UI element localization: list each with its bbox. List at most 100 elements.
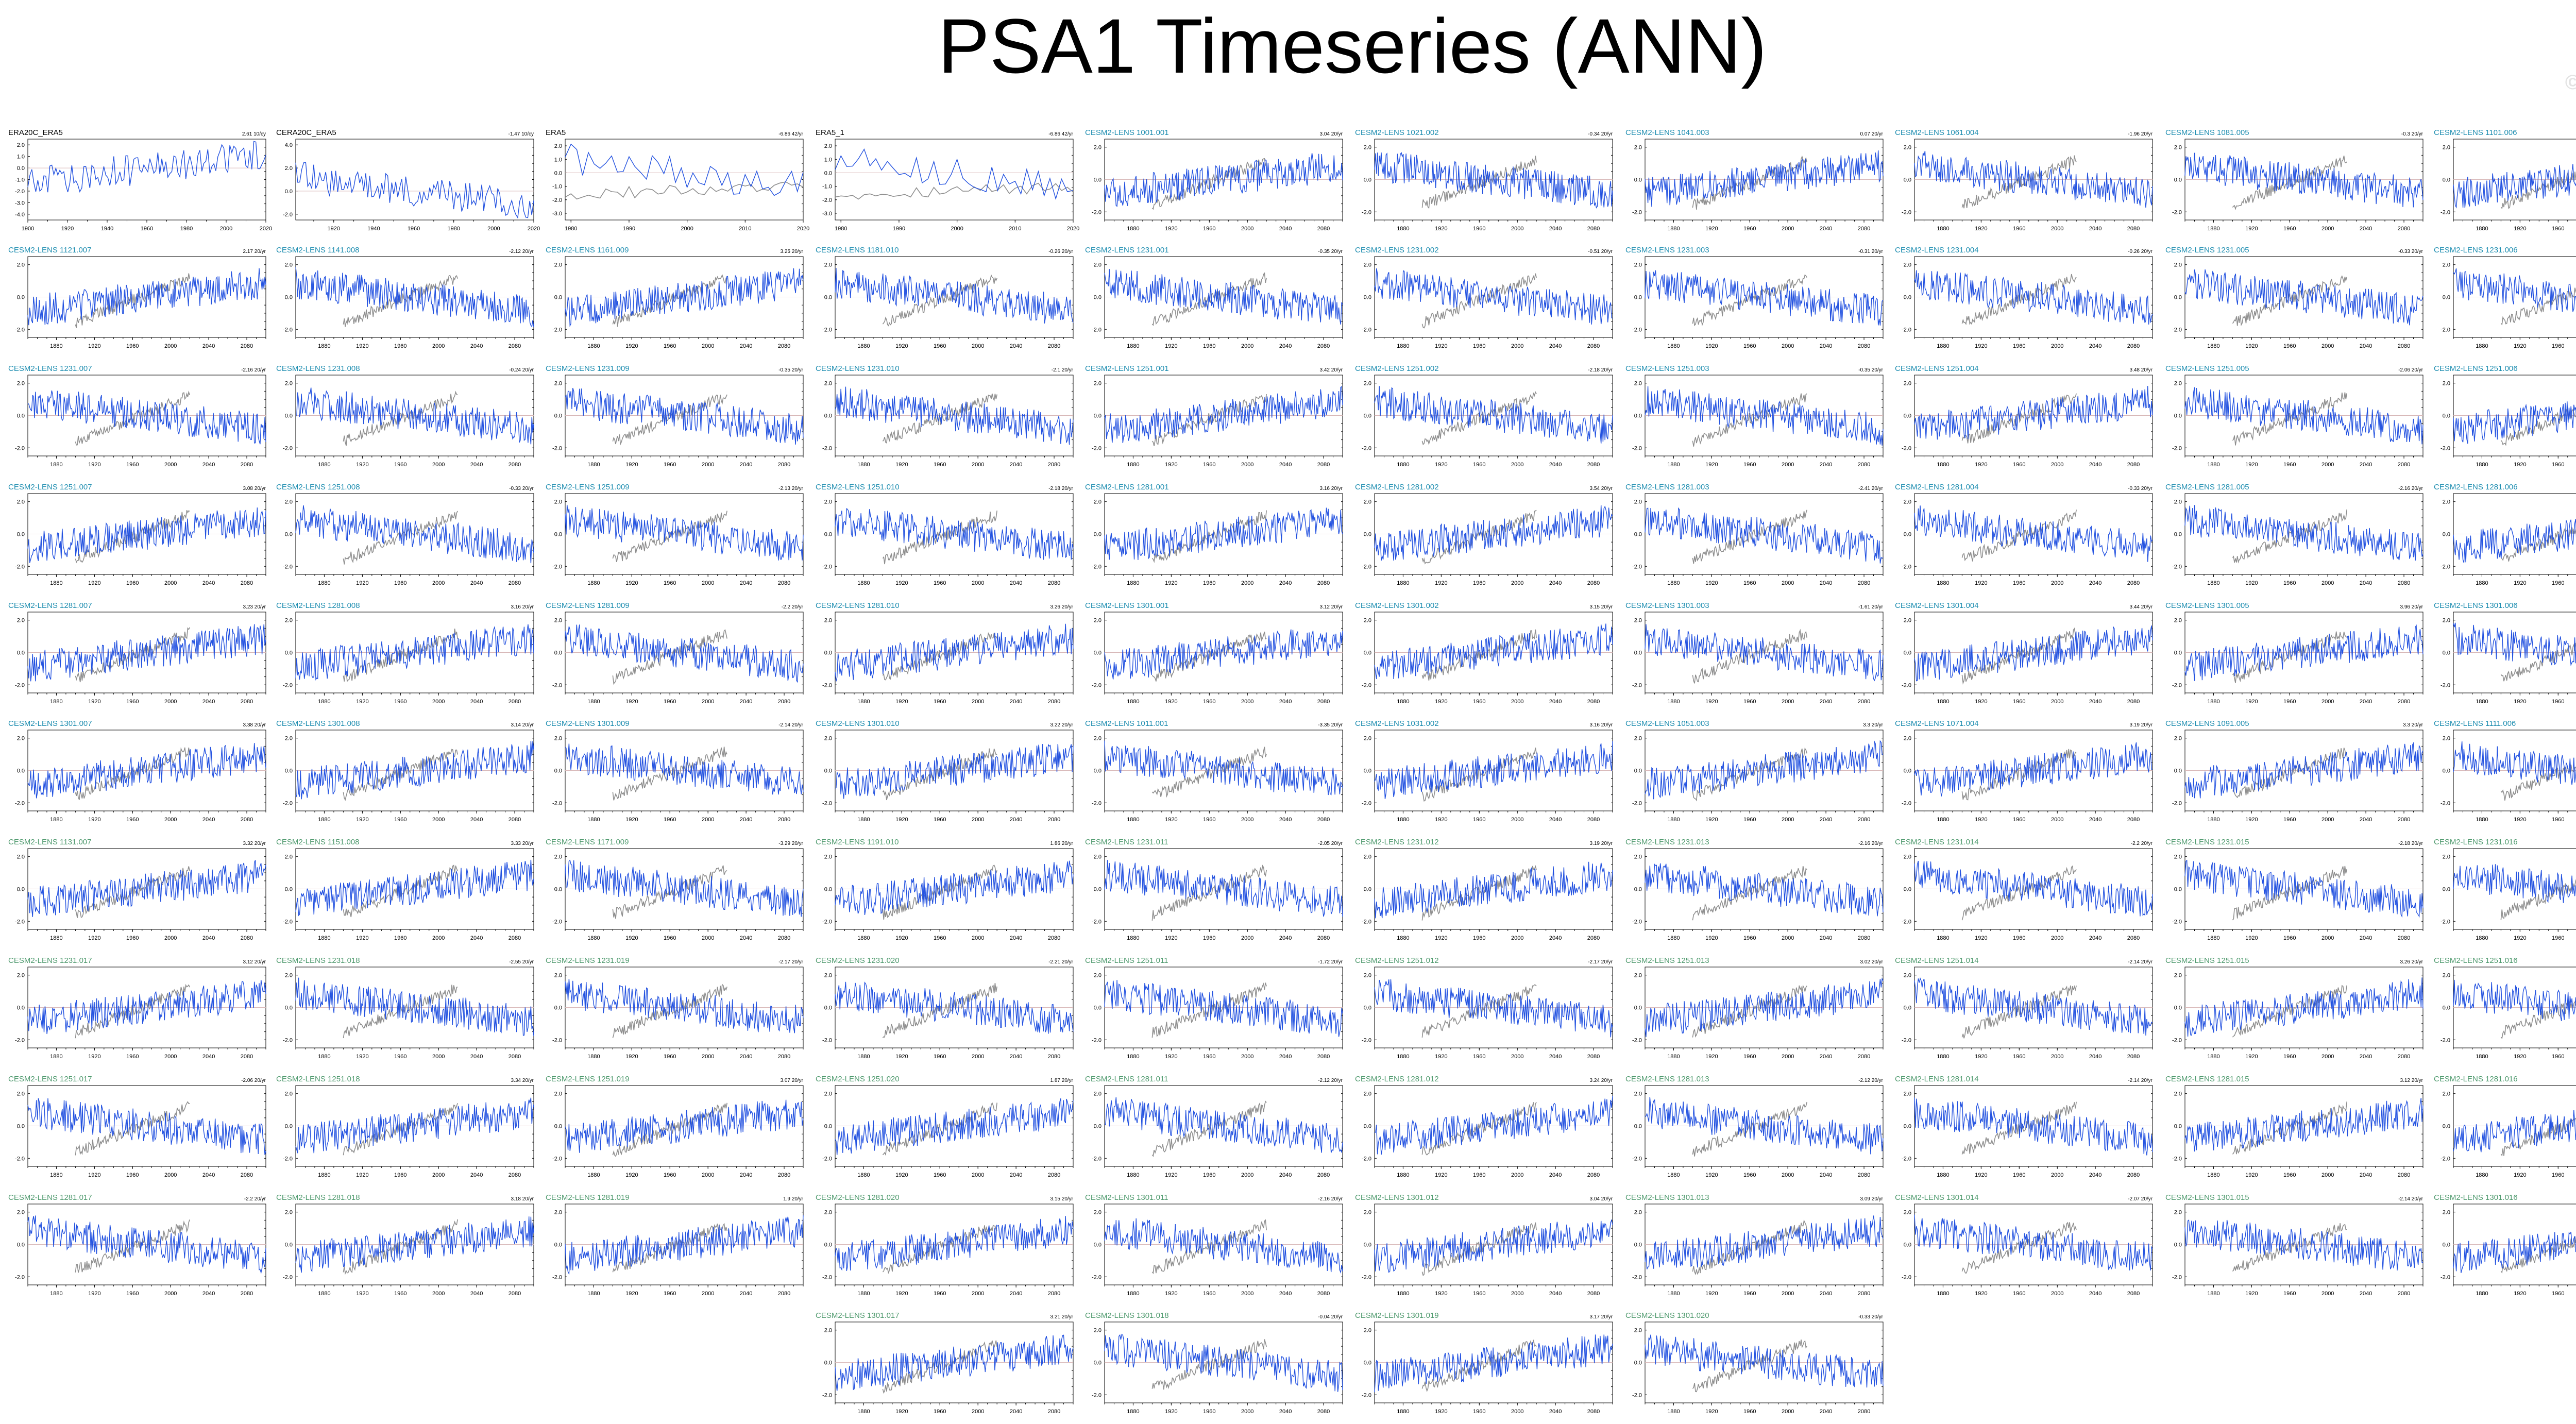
x-tick-label: 1960 [1743,935,1756,941]
x-tick-label: 1920 [1975,226,1987,232]
x-tick-label: 2000 [1511,226,1523,232]
obs-series-line [612,394,727,446]
panel-trend-label: 3.16 20/yr [1590,722,1613,728]
y-tick-label: 2.0 [1904,973,1911,979]
x-tick-label: 2000 [1241,343,1253,349]
panel-title: CESM2-LENS 1281.006 [2434,483,2518,491]
y-tick-label: 2.0 [1634,854,1642,860]
x-tick-label: 2000 [164,462,177,468]
x-tick-label: 2040 [1820,462,1832,468]
y-tick-label: 2.0 [1094,262,1101,268]
y-tick-label: -2.0 [822,445,832,451]
x-tick-label: 2000 [702,1054,714,1060]
panel-chart: CESM2-LENS 1251.011 -1.72 20/yr 2.0 0.0 -2.0… [1085,956,1343,1060]
model-series-line [1914,505,2153,562]
x-tick-label: 1880 [1937,1054,1949,1060]
y-tick-label: -2.0 [552,1037,562,1043]
x-tick-label: 1880 [2207,226,2219,232]
y-tick-label: -2.0 [1902,564,1911,570]
obs-series-line [2500,287,2576,326]
x-tick-label: 1880 [318,580,330,586]
y-tick-label: -2.0 [2172,919,2182,925]
y-tick-label: -2.0 [552,445,562,451]
y-tick-label: -2.0 [283,327,293,333]
y-tick-label: 0.0 [1634,295,1642,301]
x-tick-label: 1920 [625,343,638,349]
x-tick-label: 2080 [2127,226,2140,232]
x-tick-label: 1960 [394,935,406,941]
x-tick-label: 1980 [180,226,193,232]
timeseries-panel: CESM2-LENS 1131.007 3.32 20/yr 2.0 0.0 -2.0 1… [6,837,269,948]
panel-title: CESM2-LENS 1301.007 [8,719,92,728]
x-tick-label: 2040 [740,1054,752,1060]
y-tick-label: 2.0 [17,854,25,860]
x-tick-label: 2000 [1782,935,1794,941]
y-tick-label: 0.0 [2174,177,2182,183]
panel-trend-label: -2.18 20/yr [1048,486,1073,491]
x-tick-label: 2080 [509,1054,521,1060]
obs-series-line [1421,748,1537,802]
x-tick-label: 2040 [2089,1054,2102,1060]
timeseries-panel: CERA20C_ERA5 -1.47 10/cy 4.0 2.0 0.0 -2.0 1920… [274,128,540,239]
y-tick-label: 2.0 [2174,499,2182,505]
y-tick-label: 2.0 [17,142,25,148]
x-tick-label: 1960 [2013,226,2025,232]
x-tick-label: 2040 [2360,1054,2372,1060]
panel-trend-label: -2.1 20/yr [1052,367,1074,373]
y-tick-label: 2.0 [554,381,562,387]
y-tick-label: 0.0 [824,413,832,419]
y-tick-label: 0.0 [2443,887,2450,893]
x-tick-label: 2080 [1858,817,1870,823]
y-tick-label: -2.0 [1092,682,1101,688]
x-tick-label: 1960 [394,462,406,468]
x-tick-label: 1960 [1473,462,1485,468]
x-tick-label: 2080 [1317,343,1330,349]
model-series-line [1374,861,1613,919]
panel-chart: CESM2-LENS 1131.007 3.32 20/yr 2.0 0.0 -2.0 1… [8,838,266,941]
x-tick-label: 2040 [740,343,752,349]
panel-trend-label: -2.14 20/yr [2128,959,2153,965]
x-tick-label: 1960 [664,1054,676,1060]
model-series-line [1374,151,1613,209]
y-tick-label: -2.0 [2172,800,2182,806]
x-tick-label: 1880 [1397,580,1409,586]
model-series-line [295,267,534,328]
panel-title: CESM2-LENS 1301.006 [2434,601,2518,610]
panel-title: CESM2-LENS 1301.005 [2165,601,2249,610]
y-tick-label: 0.0 [1364,768,1371,774]
y-tick-label: -2.0 [283,919,293,925]
x-tick-label: 1920 [1435,935,1447,941]
panel-chart: ERA20C_ERA5 2.61 10/cy 2.0 1.0 0.0 -1.0 -2.0 -3… [8,128,272,232]
x-tick-label: 1880 [1667,580,1680,586]
panel-title: CESM2-LENS 1251.015 [2165,956,2249,965]
model-series-line [1914,386,2153,440]
y-tick-label: 0.0 [2174,413,2182,419]
watermark: © CVDP-LE [2565,71,2576,94]
x-tick-label: 2080 [1858,226,1870,232]
obs-series-line [2232,631,2347,683]
panel-trend-label: -2.05 20/yr [1318,841,1343,846]
y-tick-label: -2.0 [2172,1037,2182,1043]
model-series-line [27,507,266,563]
y-tick-label: 0.0 [1364,295,1371,301]
x-tick-label: 2080 [241,580,253,586]
x-tick-label: 1960 [1473,580,1485,586]
x-tick-label: 2040 [470,817,483,823]
y-tick-label: 0.0 [1904,768,1911,774]
x-tick-label: 1960 [2013,1054,2025,1060]
x-tick-label: 2080 [1048,1054,1060,1060]
panel-title: CESM2-LENS 1231.004 [1895,246,1979,255]
obs-series-line [1151,864,1267,921]
y-tick-label: 0.0 [554,1005,562,1011]
obs-series-line [1421,865,1537,921]
page-title: PSA1 Timeseries (ANN) [938,3,1767,89]
x-tick-label: 1880 [1397,226,1409,232]
x-tick-label: 2020 [528,226,540,232]
panel-chart: CESM2-LENS 1061.004 -1.96 20/yr 2.0 0.0 -2.0… [1895,128,2153,232]
y-tick-label: 2.0 [1364,145,1371,151]
x-tick-label: 1880 [1127,1054,1139,1060]
x-tick-label: 2040 [1279,935,1292,941]
y-tick-label: 2.0 [2174,262,2182,268]
panel-trend-label: -2.16 20/yr [2398,486,2423,491]
x-tick-label: 2040 [2360,462,2372,468]
